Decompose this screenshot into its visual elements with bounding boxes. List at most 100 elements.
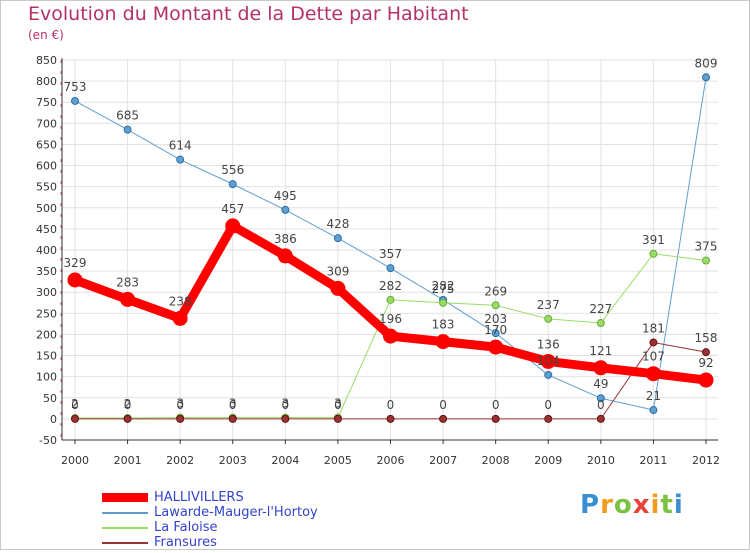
data-label: 203 <box>484 312 507 326</box>
data-point <box>281 414 290 423</box>
data-point <box>176 414 185 423</box>
data-label: 238 <box>169 294 192 308</box>
y-tick-label: 700 <box>36 117 57 130</box>
data-point <box>386 414 395 423</box>
data-point <box>383 328 398 344</box>
data-label: 92 <box>698 356 713 370</box>
data-label: 237 <box>537 298 560 312</box>
data-label: 196 <box>379 312 402 326</box>
data-label: 136 <box>537 337 560 351</box>
data-label: 357 <box>379 247 402 261</box>
data-label: 0 <box>124 398 132 412</box>
logo-letter: P <box>580 490 601 520</box>
legend-swatch <box>102 542 148 544</box>
y-tick-label: 400 <box>36 244 57 257</box>
data-label: 391 <box>642 233 665 247</box>
x-tick-label: 2007 <box>429 454 457 467</box>
y-tick-label: 450 <box>36 223 57 236</box>
data-point <box>281 205 290 214</box>
logo-letter: i <box>650 490 661 520</box>
series <box>67 73 714 423</box>
data-label: 753 <box>64 80 87 94</box>
data-point <box>596 414 605 423</box>
y-tick-label: 650 <box>36 138 57 151</box>
data-point <box>330 280 346 296</box>
y-tick-label: 300 <box>36 286 57 299</box>
data-point <box>544 314 553 323</box>
logo-letter: x <box>632 490 651 520</box>
y-tick-label: 150 <box>36 350 57 363</box>
data-point <box>596 394 605 403</box>
data-point <box>544 370 553 379</box>
x-tick-label: 2001 <box>114 454 142 467</box>
chart-title: Evolution du Montant de la Dette par Hab… <box>28 3 469 25</box>
data-label: 0 <box>439 398 447 412</box>
y-tick-label: -50 <box>39 434 57 447</box>
unit-label: (en €) <box>28 28 64 42</box>
y-tick-label: 550 <box>36 181 57 194</box>
x-tick-label: 2006 <box>377 454 405 467</box>
proxiti-logo: Proxiti <box>580 490 684 520</box>
y-tick-label: 50 <box>43 392 57 405</box>
x-tick-label: 2010 <box>587 454 615 467</box>
x-tick-label: 2012 <box>692 454 720 467</box>
data-label: 158 <box>695 331 718 345</box>
data-label: 809 <box>695 56 718 70</box>
legend-label: Fransures <box>154 535 217 550</box>
data-label: 104 <box>537 354 560 368</box>
x-tick-label: 2005 <box>324 454 352 467</box>
data-label: 309 <box>326 264 349 278</box>
data-label: 329 <box>64 256 87 270</box>
x-tick-label: 2002 <box>166 454 194 467</box>
data-label: 556 <box>221 163 244 177</box>
data-point <box>702 256 710 265</box>
data-labels: 329 283 238 457 386 309 196 183 170 136 121 107 92 75… <box>64 56 718 412</box>
data-point <box>488 339 504 355</box>
data-label: 0 <box>492 398 500 412</box>
legend-swatch <box>102 493 148 502</box>
legend-label: La Faloise <box>154 520 218 535</box>
legend-label: HALLIVILLERS <box>154 490 244 505</box>
data-label: 495 <box>274 189 297 203</box>
data-label: 2 <box>124 397 132 411</box>
data-point <box>67 272 83 288</box>
data-label: 282 <box>379 279 402 293</box>
data-point <box>172 310 188 326</box>
data-point <box>123 125 132 134</box>
data-point <box>439 298 448 307</box>
data-point <box>649 406 658 415</box>
logo-letter: r <box>600 490 614 520</box>
legend-swatch <box>102 527 148 529</box>
data-point <box>386 264 395 273</box>
data-label: 386 <box>274 232 297 246</box>
data-label: 0 <box>71 398 79 412</box>
y-tick-label: 800 <box>36 75 57 88</box>
data-label: 282 <box>432 279 455 293</box>
x-tick-label: 2004 <box>271 454 299 467</box>
data-label: 0 <box>282 398 290 412</box>
x-tick-label: 2008 <box>482 454 510 467</box>
data-label: 49 <box>593 377 608 391</box>
logo-letter: o <box>613 490 633 520</box>
y-tick-label: 350 <box>36 265 57 278</box>
x-tick-label: 2011 <box>639 454 667 467</box>
data-point <box>228 414 237 423</box>
data-label: 375 <box>695 240 718 254</box>
legend-item: Lawarde-Mauger-l'Hortoy <box>102 505 362 523</box>
legend-item: La Faloise <box>102 520 362 538</box>
data-label: 21 <box>646 389 661 403</box>
y-tick-label: 600 <box>36 160 57 173</box>
data-label: 275 <box>432 282 455 296</box>
y-tick-label: 850 <box>36 54 57 67</box>
data-label: 0 <box>229 398 237 412</box>
data-point <box>698 372 714 388</box>
data-label: 457 <box>221 202 244 216</box>
legend-item: HALLIVILLERS <box>102 490 362 508</box>
data-point <box>491 301 500 310</box>
data-point <box>71 96 79 105</box>
data-label: 227 <box>589 302 612 316</box>
data-label: 181 <box>642 321 665 335</box>
data-point <box>71 414 79 423</box>
y-tick-label: 100 <box>36 371 57 384</box>
